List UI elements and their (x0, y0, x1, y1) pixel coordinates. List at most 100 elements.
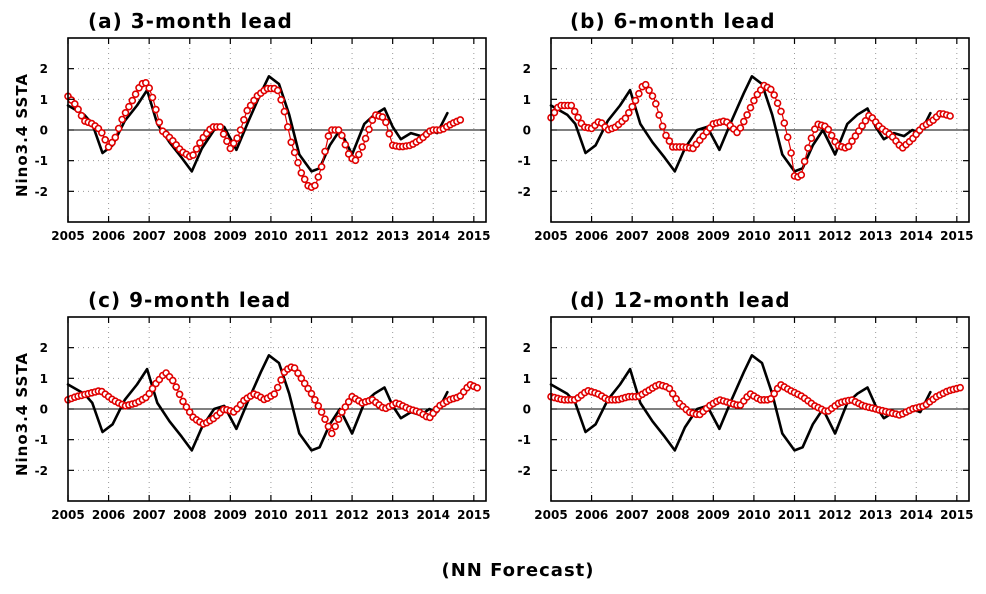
forecast-point (111, 133, 120, 142)
x-tick-label: 2006 (575, 229, 608, 243)
forecast-point (338, 408, 346, 416)
forecast-point (145, 84, 153, 92)
forecast-point (148, 93, 157, 102)
y-tick-label: 0 (523, 124, 531, 138)
forecast-point (783, 133, 792, 141)
forecast-point (844, 142, 853, 151)
forecast-point (108, 138, 116, 147)
forecast-point (341, 403, 350, 411)
forecast-point (321, 415, 329, 424)
forecast-point (334, 126, 343, 134)
forecast-point (743, 111, 751, 119)
forecast-point (317, 408, 326, 416)
forecast-point (311, 395, 319, 404)
chart-panel-4: 2005 2006 2007 2008 2009 2010 2011 2012 2013 2014… (518, 288, 974, 522)
x-tick-label: 2005 (51, 508, 84, 522)
forecast-point (827, 131, 836, 140)
forecast-point (770, 91, 779, 99)
panel-title: (b) 6-month lead (570, 9, 776, 33)
y-tick-label: -2 (35, 464, 48, 478)
forecast-point (658, 122, 667, 131)
x-tick-label: 2014 (900, 508, 933, 522)
forecast-point (787, 149, 795, 157)
forecast-point (628, 102, 637, 111)
forecast-point (777, 107, 785, 116)
forecast-point (145, 389, 153, 398)
x-tick-label: 2013 (376, 229, 409, 243)
forecast-point (131, 90, 140, 98)
forecast-point (334, 415, 343, 424)
forecast-point (665, 137, 674, 145)
x-tick-label: 2011 (778, 229, 811, 243)
y-tick-label: 2 (40, 341, 48, 355)
x-tick-label: 2015 (940, 508, 973, 522)
forecast-point (750, 96, 758, 105)
x-tick-label: 2007 (615, 508, 648, 522)
forecast-point (773, 99, 782, 107)
forecast-point (182, 403, 191, 411)
x-tick-label: 2007 (132, 229, 165, 243)
forecast-point (148, 384, 157, 393)
x-tick-label: 2013 (859, 508, 892, 522)
forecast-point (196, 139, 204, 147)
chart-panel-3: 2005 2006 2007 2008 2009 2010 2011 2012 2013 2014… (13, 288, 491, 522)
forecast-point (331, 422, 340, 431)
forecast-point (341, 140, 350, 149)
x-tick-label: 2010 (254, 508, 287, 522)
forecast-point (365, 125, 373, 134)
forecast-point (101, 136, 109, 144)
forecast-point (358, 143, 367, 151)
forecast-point (385, 130, 394, 138)
forecast-point (223, 137, 231, 145)
forecast-point (233, 134, 241, 142)
forecast-point (321, 147, 329, 156)
x-tick-label: 2010 (737, 508, 770, 522)
y-tick-label: 1 (40, 93, 48, 107)
forecast-point (152, 105, 160, 114)
x-tick-label: 2009 (697, 508, 730, 522)
forecast-point (273, 86, 282, 95)
forecast-point (175, 390, 184, 399)
forecast-point (300, 379, 309, 388)
forecast-point (294, 158, 302, 167)
x-tick-label: 2006 (575, 508, 608, 522)
forecast-point (824, 125, 833, 134)
forecast-point (125, 102, 133, 111)
x-tick-label: 2009 (214, 508, 247, 522)
observed-series-line (66, 75, 449, 173)
y-tick-label: -2 (35, 185, 48, 199)
forecast-point (300, 175, 309, 184)
forecast-point (574, 113, 582, 122)
forecast-point (277, 96, 285, 104)
forecast-point (327, 429, 336, 438)
x-tick-label: 2012 (335, 508, 368, 522)
forecast-point (797, 171, 806, 179)
forecast-point (317, 163, 326, 171)
forecast-point (739, 117, 748, 126)
forecast-series-line (67, 365, 481, 435)
forecast-point (169, 376, 177, 385)
y-tick-label: 0 (523, 403, 531, 417)
x-tick-label: 2008 (173, 508, 206, 522)
forecast-point (185, 408, 194, 416)
forecast-point (351, 156, 360, 165)
forecast-point (229, 139, 238, 148)
y-tick-label: -2 (518, 185, 531, 199)
forecast-point (71, 100, 79, 108)
x-tick-label: 2015 (457, 229, 490, 243)
forecast-point (854, 127, 863, 135)
forecast-point (807, 134, 816, 142)
x-tick-label: 2010 (254, 229, 287, 243)
forecast-point (946, 112, 954, 120)
forecast-point (270, 390, 279, 398)
forecast-point (216, 123, 224, 131)
forecast-point (804, 144, 812, 152)
forecast-point (780, 119, 789, 127)
y-tick-label: 2 (40, 62, 48, 76)
x-tick-label: 2014 (900, 229, 933, 243)
forecast-point (128, 96, 137, 105)
forecast-point (246, 101, 255, 110)
forecast-point (361, 134, 370, 143)
forecast-point (114, 124, 123, 133)
forecast-point (382, 118, 390, 127)
